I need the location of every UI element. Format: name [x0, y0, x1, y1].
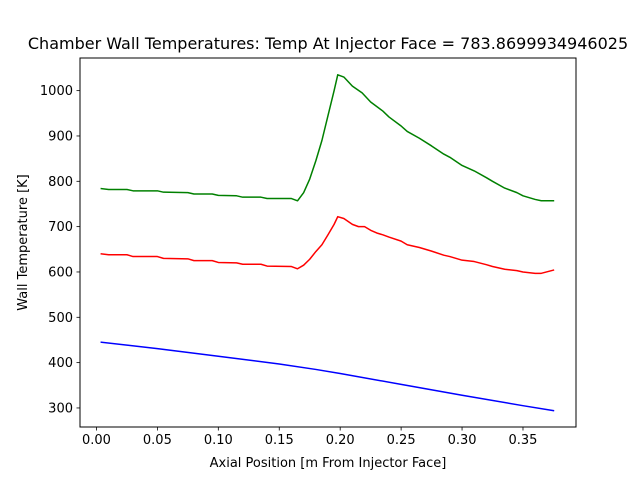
y-axis: 300 400 500 600 700 800 900 1000	[40, 84, 80, 416]
x-tick-label: 0.00	[82, 433, 111, 448]
y-tick-label: 500	[48, 311, 73, 326]
x-tick-label: 0.25	[387, 433, 416, 448]
series-layer	[100, 74, 555, 412]
x-axis-label: Axial Position [m From Injector Face]	[210, 456, 447, 471]
y-tick-label: 400	[48, 356, 73, 371]
plot-frame	[79, 57, 577, 428]
x-tick-label: 0.10	[204, 433, 233, 448]
series-line-2	[100, 215, 555, 275]
y-tick-label: 1000	[40, 84, 73, 99]
x-tick-label: 0.20	[326, 433, 355, 448]
x-tick-label: 0.30	[448, 433, 477, 448]
x-axis: 0.00 0.05 0.10 0.15 0.20 0.25 0.30 0.35	[82, 427, 537, 448]
y-tick-label: 900	[48, 129, 73, 144]
y-axis-label: Wall Temperature [K]	[16, 174, 31, 311]
chart-title: Chamber Wall Temperatures: Temp At Injec…	[28, 34, 628, 53]
series-line-1	[100, 74, 555, 202]
x-tick-label: 0.35	[509, 433, 538, 448]
series-line-3	[100, 341, 555, 412]
x-tick-label: 0.15	[265, 433, 294, 448]
y-tick-label: 800	[48, 175, 73, 190]
y-tick-label: 700	[48, 220, 73, 235]
y-tick-label: 300	[48, 401, 73, 416]
x-tick-label: 0.05	[143, 433, 172, 448]
y-tick-label: 600	[48, 265, 73, 280]
